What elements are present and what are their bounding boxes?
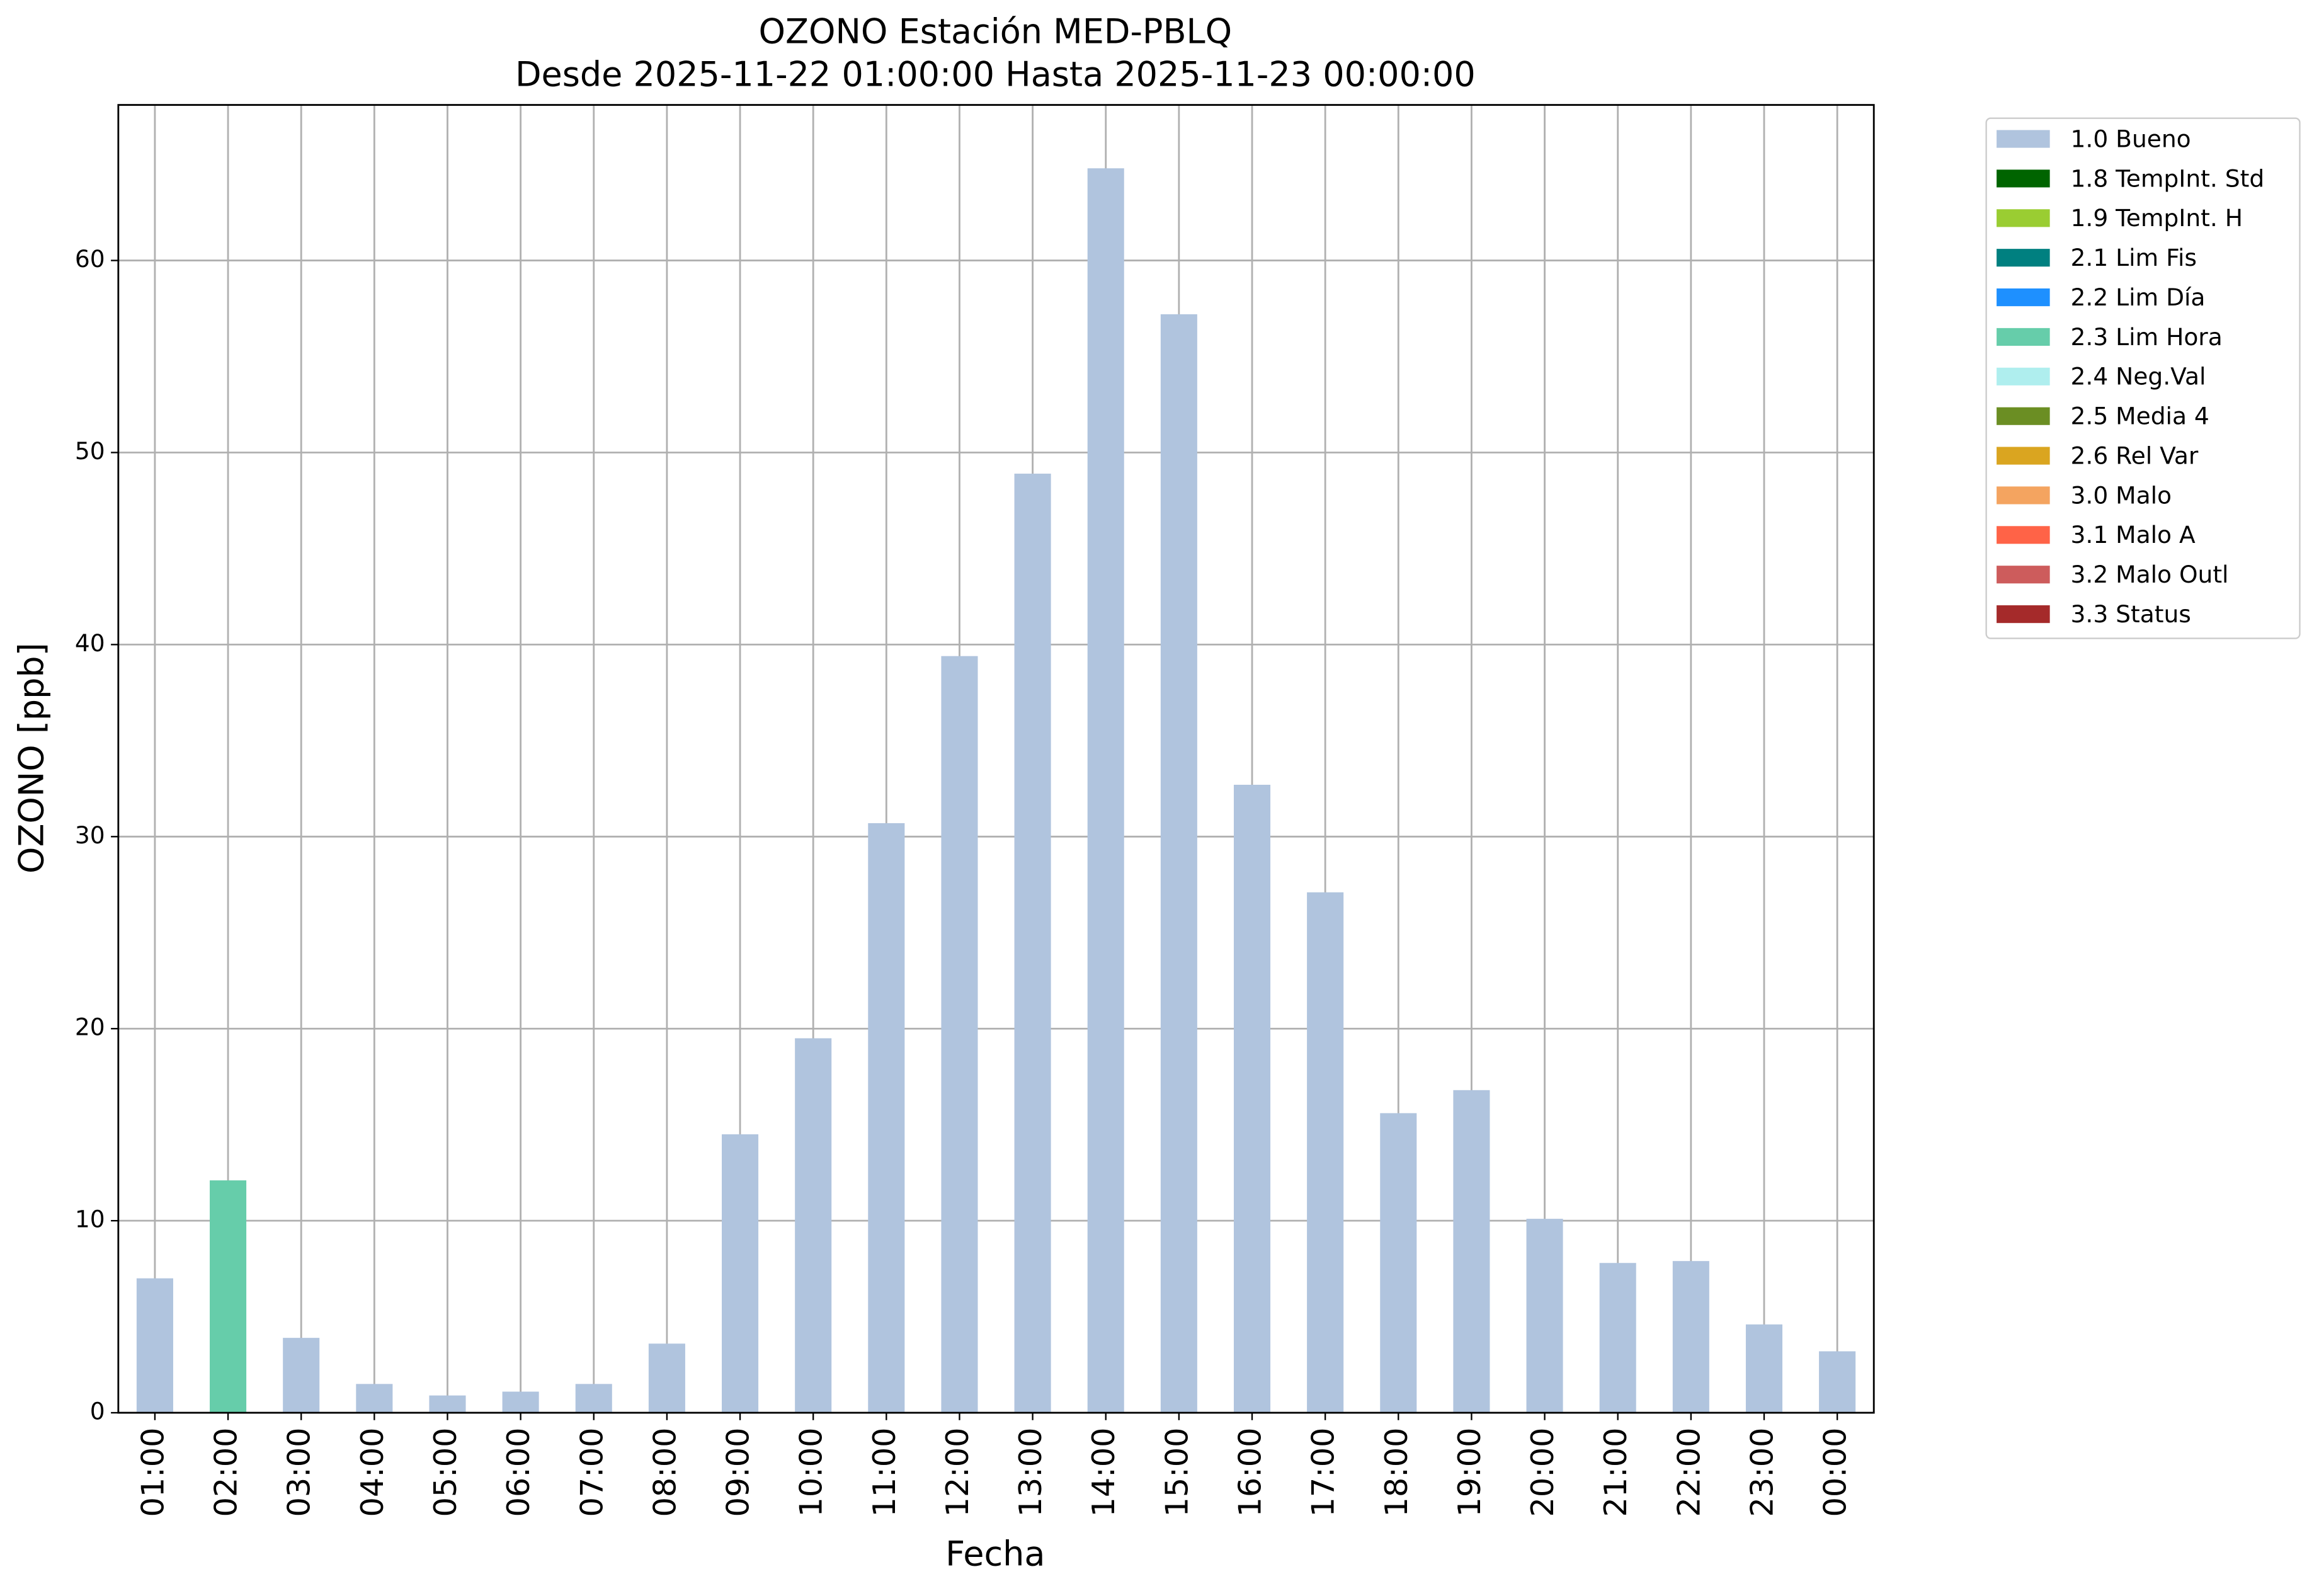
x-tick-label: 04:00: [354, 1428, 390, 1517]
bar: [868, 823, 905, 1413]
bar: [1014, 474, 1051, 1413]
x-tick-label: 09:00: [720, 1428, 756, 1517]
y-tick-label: 0: [90, 1398, 105, 1425]
x-tick-label: 19:00: [1451, 1428, 1488, 1517]
legend-label: 2.2 Lim Día: [2071, 283, 2206, 311]
legend: 1.0 Bueno 1.8 TempInt. Std 1.9 TempInt. H 2…: [1985, 117, 2301, 639]
axes: 0 10 20 30 40 50 60 01:00 02:00 03:00 04:00 05:00 06…: [75, 104, 1875, 1517]
x-tick-label: 00:00: [1817, 1428, 1854, 1517]
legend-label: 2.5 Media 4: [2071, 402, 2209, 430]
chart-title: OZONO Estación MED-PBLQ: [759, 12, 1233, 52]
y-tick-label: 50: [75, 437, 105, 465]
bar: [575, 1384, 612, 1413]
bar: [1380, 1113, 1417, 1413]
x-tick-label: 02:00: [208, 1428, 244, 1517]
legend-swatch: [1997, 288, 2050, 307]
x-tick-label: 06:00: [500, 1428, 537, 1517]
x-tick-label: 10:00: [793, 1428, 829, 1517]
legend-swatch: [1997, 130, 2050, 148]
bar: [210, 1180, 247, 1413]
x-tick-label: 12:00: [939, 1428, 976, 1517]
chart-subtitle: Desde 2025-11-22 01:00:00 Hasta 2025-11-…: [515, 55, 1476, 94]
x-tick-label: 15:00: [1158, 1428, 1195, 1517]
legend-swatch: [1997, 526, 2050, 544]
x-tick-label: 21:00: [1597, 1428, 1634, 1517]
legend-swatch: [1997, 486, 2050, 504]
x-tick-label: 18:00: [1378, 1428, 1415, 1517]
legend-label: 1.8 TempInt. Std: [2071, 164, 2265, 192]
y-tick-label: 60: [75, 245, 105, 273]
legend-swatch: [1997, 605, 2050, 624]
plot-frame: [117, 104, 1875, 1414]
legend-swatch: [1997, 566, 2050, 584]
x-tick-label: 08:00: [646, 1428, 683, 1517]
legend-label: 2.6 Rel Var: [2071, 442, 2199, 469]
x-tick-label: 05:00: [427, 1428, 464, 1517]
bar: [1160, 314, 1197, 1413]
bar: [1233, 784, 1271, 1413]
bar: [283, 1338, 320, 1413]
legend-label: 2.1 Lim Fis: [2071, 244, 2197, 271]
bar: [722, 1134, 759, 1413]
x-tick-label: 01:00: [134, 1428, 171, 1517]
y-tick-label: 20: [75, 1013, 105, 1041]
legend-swatch: [1997, 328, 2050, 346]
legend-swatch: [1997, 209, 2050, 227]
legend-label: 1.0 Bueno: [2071, 125, 2191, 152]
legend-swatch: [1997, 447, 2050, 465]
bars: [136, 168, 1856, 1413]
bar: [1307, 892, 1344, 1413]
legend-swatch: [1997, 169, 2050, 188]
bar: [1087, 168, 1124, 1413]
bar: [1453, 1090, 1490, 1413]
x-tick-label: 22:00: [1670, 1428, 1707, 1517]
bar: [1599, 1263, 1636, 1413]
legend-label: 2.4 Neg.Val: [2071, 363, 2206, 390]
bar: [648, 1343, 685, 1413]
x-tick-label: 17:00: [1305, 1428, 1342, 1517]
x-axis-label: Fecha: [945, 1534, 1045, 1573]
y-axis-label: OZONO [ppb]: [12, 642, 52, 874]
legend-label: 3.0 Malo: [2071, 481, 2172, 509]
x-tick-label: 13:00: [1012, 1428, 1049, 1517]
x-tick-label: 07:00: [573, 1428, 610, 1517]
legend-label: 1.9 TempInt. H: [2071, 204, 2243, 232]
bar: [429, 1395, 466, 1413]
bar: [1526, 1219, 1563, 1413]
x-tick-label: 16:00: [1231, 1428, 1268, 1517]
legend-swatch: [1997, 249, 2050, 267]
x-tick-label: 11:00: [866, 1428, 903, 1517]
x-tick-label: 03:00: [281, 1428, 317, 1517]
bar: [1745, 1324, 1783, 1413]
bar: [795, 1038, 832, 1413]
legend-label: 3.3 Status: [2071, 600, 2191, 628]
bar: [356, 1384, 393, 1413]
y-tick-label: 40: [75, 629, 105, 657]
bar: [502, 1391, 539, 1413]
legend-box: [1985, 117, 2301, 639]
x-tick-label: 20:00: [1524, 1428, 1561, 1517]
y-tick-label: 10: [75, 1206, 105, 1233]
legend-label: 3.2 Malo Outl: [2071, 561, 2229, 588]
bar: [1672, 1261, 1709, 1413]
legend-swatch: [1997, 367, 2050, 385]
bar: [941, 656, 978, 1413]
y-tick-label: 30: [75, 821, 105, 849]
legend-label: 2.3 Lim Hora: [2071, 323, 2223, 351]
legend-swatch: [1997, 407, 2050, 425]
x-tick-label: 14:00: [1085, 1428, 1122, 1517]
x-tick-label: 23:00: [1743, 1428, 1780, 1517]
legend-label: 3.1 Malo A: [2071, 521, 2196, 549]
bar: [136, 1278, 173, 1413]
bar: [1819, 1351, 1856, 1413]
